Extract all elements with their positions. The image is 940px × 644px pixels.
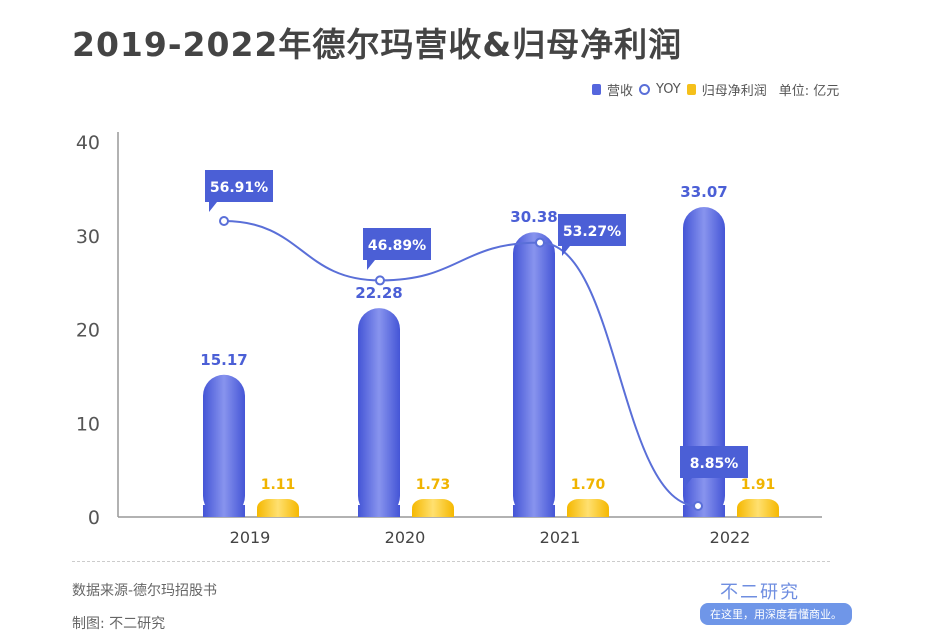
brand-logo-text: 不二研究 bbox=[720, 582, 800, 603]
profit-bar-base bbox=[737, 509, 779, 517]
yoy-callout bbox=[363, 228, 431, 270]
revenue-bar-base bbox=[203, 505, 245, 517]
revenue-bar bbox=[358, 308, 400, 517]
x-tick-label: 2020 bbox=[385, 528, 426, 547]
chart-title: 2019-2022年德尔玛营收&归母净利润 bbox=[72, 25, 683, 64]
yoy-data-label: 46.89% bbox=[368, 238, 426, 254]
profit-data-label: 1.70 bbox=[571, 477, 606, 493]
yoy-point bbox=[693, 500, 703, 511]
revenue-bar-base bbox=[513, 505, 555, 517]
x-tick-label: 2021 bbox=[540, 528, 581, 547]
profit-bar-base bbox=[412, 509, 454, 517]
yoy-callout bbox=[205, 170, 273, 212]
brand-slogan: 在这里，用深度看懂商业。 bbox=[700, 603, 852, 625]
yoy-callout bbox=[558, 214, 626, 256]
profit-data-label: 1.73 bbox=[416, 477, 451, 493]
yoy-callout bbox=[680, 446, 748, 488]
yoy-data-label: 8.85% bbox=[690, 456, 739, 472]
x-tick-label: 2022 bbox=[710, 528, 751, 547]
revenue-data-label: 30.38 bbox=[510, 208, 557, 226]
yoy-data-label: 53.27% bbox=[563, 224, 621, 240]
y-tick-label: 20 bbox=[76, 320, 100, 342]
legend-profit: 归母净利润 bbox=[701, 84, 767, 99]
legend-profit-swatch bbox=[686, 84, 696, 95]
y-tick-label: 30 bbox=[76, 226, 100, 248]
legend-yoy: YOY bbox=[656, 82, 681, 97]
legend-revenue-swatch bbox=[592, 84, 601, 95]
legend-yoy-marker bbox=[639, 84, 651, 95]
y-tick-label: 10 bbox=[76, 413, 100, 435]
yoy-point bbox=[219, 216, 229, 226]
revenue-bar bbox=[683, 206, 725, 517]
revenue-bar bbox=[203, 374, 245, 517]
profit-data-label: 1.91 bbox=[741, 477, 776, 493]
yoy-data-label: 56.91% bbox=[210, 180, 268, 196]
source-note: 数据来源-德尔玛招股书 bbox=[72, 583, 218, 599]
profit-bar-base bbox=[567, 509, 609, 517]
x-tick-label: 2019 bbox=[230, 528, 271, 547]
profit-bar-base bbox=[257, 509, 299, 517]
divider bbox=[72, 561, 830, 562]
unit-label: 单位: 亿元 bbox=[778, 84, 840, 99]
revenue-data-label: 22.28 bbox=[355, 284, 402, 302]
legend-revenue: 营收 bbox=[607, 84, 634, 99]
revenue-bar bbox=[513, 232, 555, 517]
y-tick-label: 0 bbox=[88, 507, 100, 529]
yoy-point bbox=[375, 275, 385, 286]
yoy-line bbox=[223, 220, 699, 507]
revenue-bar-base bbox=[683, 505, 725, 517]
y-tick-label: 40 bbox=[76, 132, 100, 154]
maker-note: 制图: 不二研究 bbox=[72, 616, 166, 632]
revenue-bar-base bbox=[358, 505, 400, 517]
yoy-point bbox=[535, 237, 545, 248]
legend: 营收 YOY 归母净利润 单位: 亿元 bbox=[592, 80, 839, 99]
profit-data-label: 1.11 bbox=[261, 477, 296, 493]
revenue-data-label: 15.17 bbox=[200, 351, 247, 369]
revenue-data-label: 33.07 bbox=[680, 183, 727, 201]
